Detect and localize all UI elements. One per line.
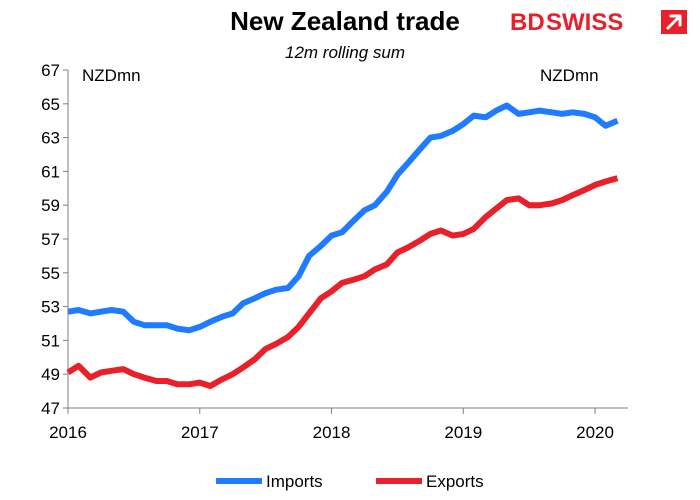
y-unit-left: NZDmn bbox=[82, 66, 141, 85]
y-tick-label: 47 bbox=[41, 399, 60, 418]
y-tick-label: 65 bbox=[41, 95, 60, 114]
chart-title: New Zealand trade bbox=[230, 6, 460, 36]
y-unit-right: NZDmn bbox=[540, 66, 599, 85]
x-tick-label: 2020 bbox=[576, 423, 614, 442]
series-line-exports bbox=[66, 175, 619, 389]
y-tick-label: 57 bbox=[41, 230, 60, 249]
legend-label-exports: Exports bbox=[426, 472, 484, 491]
y-tick-label: 55 bbox=[41, 264, 60, 283]
y-tick-label: 53 bbox=[41, 298, 60, 317]
logo-arrow-icon bbox=[661, 10, 687, 34]
x-tick-label: 2019 bbox=[444, 423, 482, 442]
legend-label-imports: Imports bbox=[266, 472, 323, 491]
x-ticks: 2016 2017 2018 2019 2020 bbox=[49, 408, 614, 442]
x-tick-label: 2017 bbox=[181, 423, 219, 442]
x-tick-label: 2018 bbox=[313, 423, 351, 442]
y-tick-label: 51 bbox=[41, 331, 60, 350]
series-line-imports bbox=[67, 102, 619, 334]
chart-subtitle: 12m rolling sum bbox=[285, 43, 405, 62]
series-lines bbox=[66, 102, 619, 389]
logo-text-bd: BD bbox=[510, 9, 545, 36]
y-tick-label: 61 bbox=[41, 162, 60, 181]
legend: Imports Exports bbox=[216, 472, 484, 491]
bdswiss-logo: BD SWISS bbox=[510, 9, 687, 36]
y-tick-label: 59 bbox=[41, 196, 60, 215]
y-tick-label: 63 bbox=[41, 129, 60, 148]
y-tick-label: 67 bbox=[41, 61, 60, 80]
y-ticks: 47 49 51 53 55 57 59 61 63 65 67 bbox=[41, 61, 68, 418]
x-tick-label: 2016 bbox=[49, 423, 87, 442]
logo-text-swiss: SWISS bbox=[546, 9, 623, 36]
y-tick-label: 49 bbox=[41, 365, 60, 384]
